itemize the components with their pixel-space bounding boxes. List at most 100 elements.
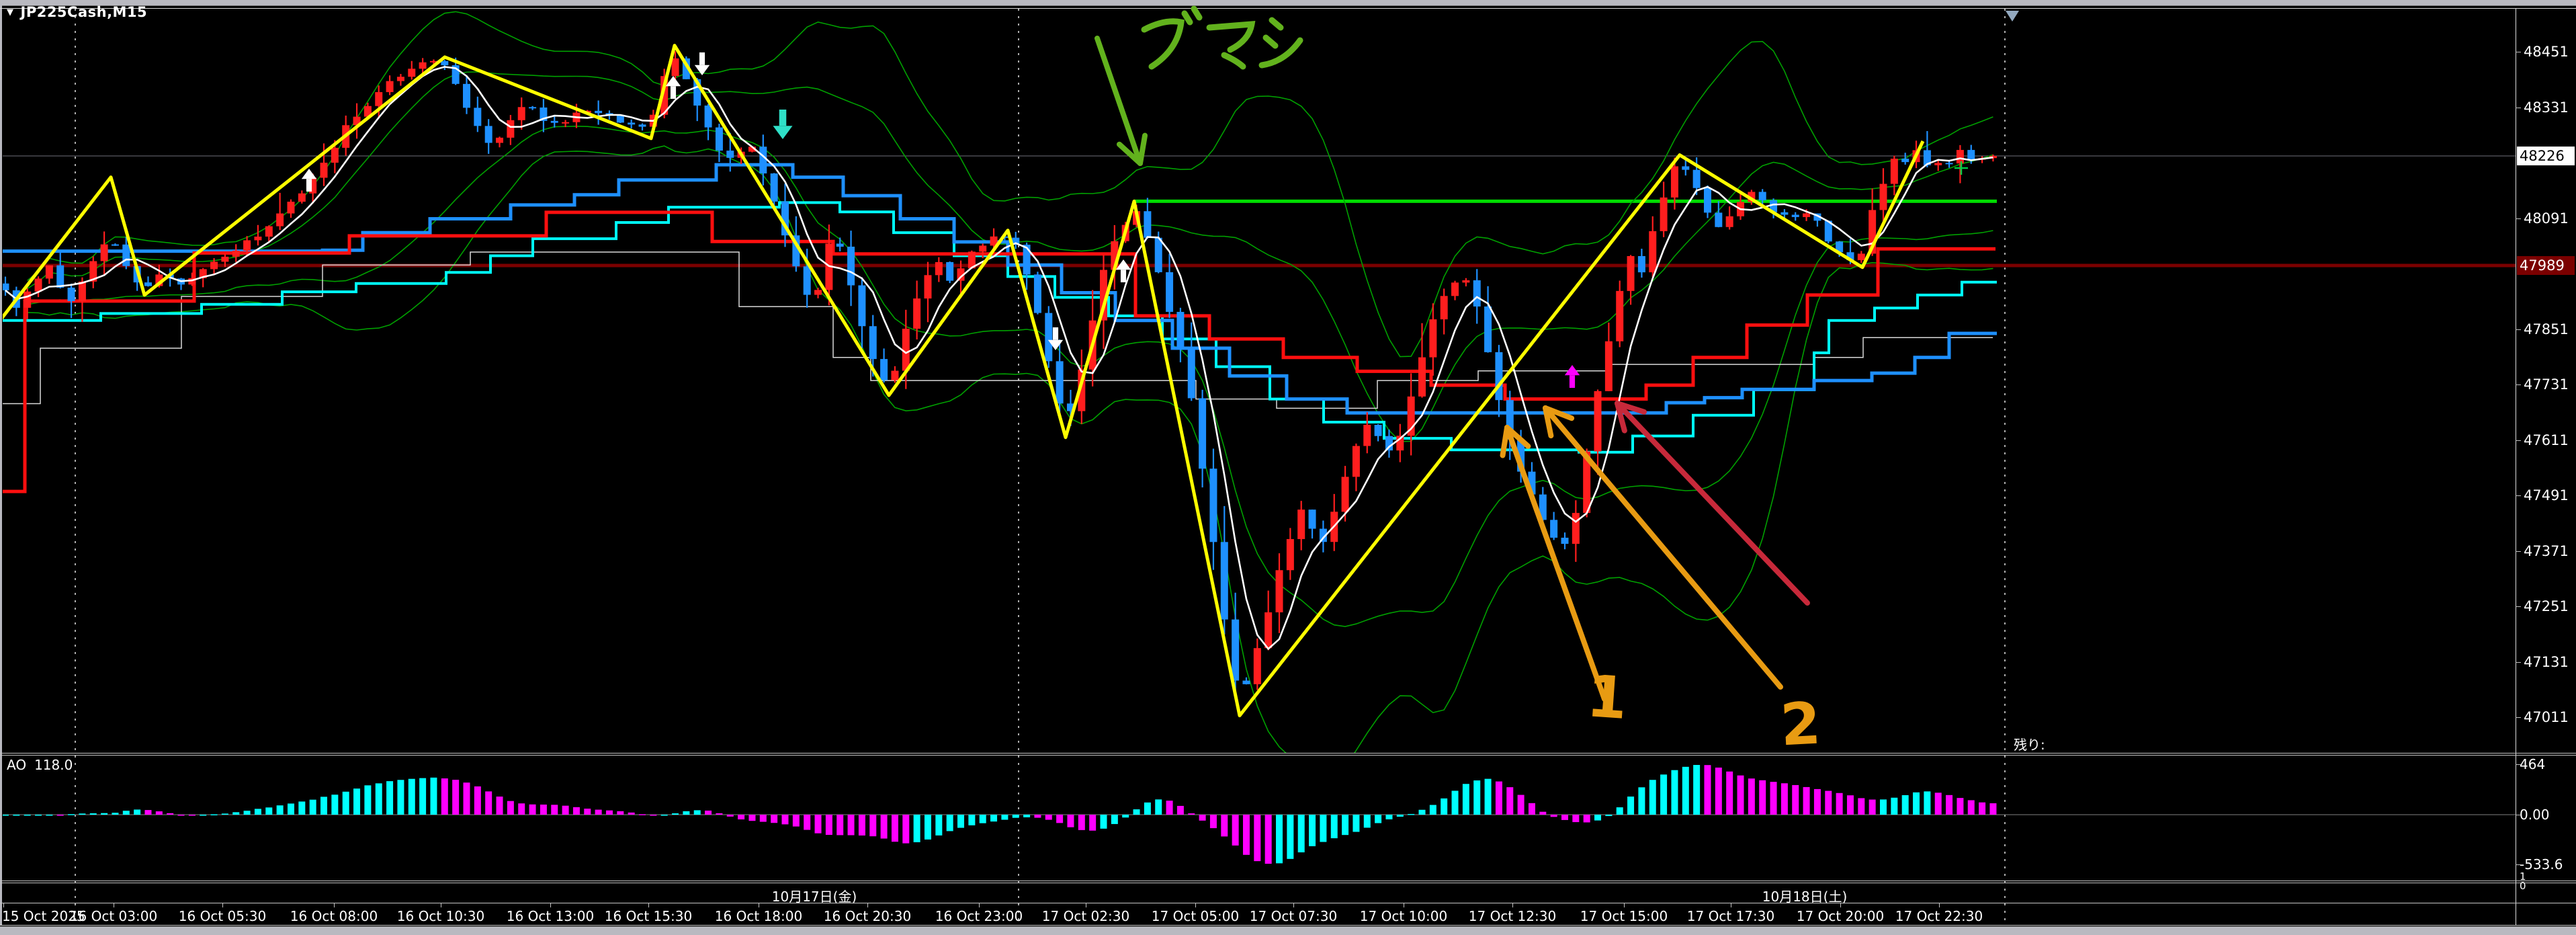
- time-axis-tick: [1512, 903, 1513, 907]
- time-axis-tick: [648, 903, 649, 907]
- ao-bar: [452, 780, 460, 815]
- candle-body: [1703, 188, 1711, 213]
- ao-bar: [1901, 795, 1909, 815]
- candle-body: [111, 244, 119, 246]
- ao-bar: [1188, 813, 1195, 815]
- price-axis-tick: [2516, 495, 2521, 497]
- candle-body: [429, 60, 437, 63]
- candle-body: [441, 60, 449, 66]
- ao-bar: [419, 778, 427, 815]
- damashi-handwriting: [1141, 5, 1303, 70]
- ao-bar: [1715, 767, 1722, 815]
- candle-body: [1374, 425, 1382, 436]
- price-axis-label: 47851: [2524, 321, 2569, 337]
- candle-body: [375, 92, 383, 106]
- candle-body: [891, 370, 899, 380]
- time-axis-label: 16 Oct 18:00: [714, 908, 803, 924]
- ao-bar: [990, 815, 998, 822]
- ao-bar: [134, 809, 141, 815]
- time-axis-label: 17 Oct 12:30: [1468, 908, 1557, 924]
- candle-body: [1187, 348, 1195, 399]
- candle-body: [1242, 680, 1250, 684]
- ao-bar: [375, 783, 382, 815]
- candles-layer: [3, 51, 1997, 696]
- candle-body: [1637, 255, 1645, 273]
- ao-bar: [1111, 815, 1118, 824]
- time-axis-tick: [1624, 903, 1625, 907]
- ao-pane[interactable]: [0, 765, 2516, 864]
- candle-body: [1275, 570, 1283, 612]
- candle-body: [1901, 159, 1909, 163]
- time-axis-label: 16 Oct 23:00: [935, 908, 1023, 924]
- time-axis-tick: [1840, 903, 1841, 907]
- candle-body: [1111, 241, 1119, 270]
- candle-body: [792, 235, 800, 267]
- ao-bar: [913, 815, 920, 842]
- ao-bar: [1408, 813, 1415, 815]
- candle-body: [858, 285, 866, 327]
- hline-price-badge: 47989: [2517, 255, 2575, 275]
- candle-body: [1780, 212, 1789, 215]
- candle-body: [1506, 400, 1514, 440]
- ao-bar: [35, 815, 42, 816]
- signal-arrow-down-icon: [694, 52, 710, 75]
- candle-body: [1748, 192, 1756, 202]
- ao-bar: [1605, 815, 1613, 817]
- time-axis-tick: [979, 903, 980, 907]
- candle-body: [628, 122, 636, 125]
- price-axis-tick: [2516, 551, 2521, 552]
- step-line-blue: [3, 163, 1997, 415]
- candle-body: [660, 76, 669, 115]
- ao-bar: [1979, 802, 1986, 815]
- ao-bar: [1803, 786, 1810, 815]
- candle-body: [1561, 537, 1569, 544]
- candle-body: [1572, 513, 1580, 544]
- candle-body: [1758, 192, 1766, 201]
- candle-body: [814, 290, 822, 295]
- candle-body: [1308, 510, 1316, 529]
- time-axis-label: 16 Oct 10:30: [396, 908, 485, 924]
- candle-body: [935, 261, 943, 276]
- candle-body: [408, 69, 416, 77]
- candle-body: [1429, 319, 1437, 358]
- price-axis-label: 48451: [2524, 44, 2569, 60]
- ao-bar: [1649, 780, 1656, 815]
- ao-axis-label: -533.6: [2520, 856, 2563, 872]
- ao-bar: [485, 791, 492, 815]
- candle-body: [1023, 244, 1031, 275]
- ao-bar: [1748, 778, 1755, 815]
- ao-bar: [342, 791, 349, 815]
- ao-bar: [880, 815, 888, 839]
- ao-bar: [1089, 815, 1097, 831]
- ao-bar: [1572, 815, 1580, 823]
- ao-bar: [693, 810, 701, 815]
- candle-body: [1836, 241, 1844, 253]
- ao-bar: [1078, 815, 1085, 830]
- ao-bar: [1616, 807, 1623, 815]
- ao-bar: [639, 814, 646, 815]
- chart-shift-marker-icon[interactable]: [2006, 11, 2019, 22]
- time-axis-label: 17 Oct 22:30: [1895, 908, 1983, 924]
- price-axis-tick: [2516, 661, 2521, 663]
- ao-bar: [1034, 815, 1041, 818]
- price-axis-label: 47251: [2524, 598, 2569, 615]
- ao-indicator-value: 118.0: [34, 757, 73, 773]
- remaining-countdown-label: 残り:: [2014, 737, 2045, 753]
- ao-bar: [1155, 799, 1162, 815]
- main-pane[interactable]: [0, 11, 2516, 778]
- price-axis-label: 47371: [2524, 542, 2569, 559]
- candle-body: [671, 58, 679, 77]
- ao-bar: [979, 815, 986, 823]
- main-ao-separator[interactable]: [0, 753, 2576, 754]
- ao-bar: [1846, 795, 1854, 815]
- signal-arrow-up-icon: [1115, 259, 1131, 282]
- candle-body: [1989, 156, 1997, 159]
- candle-body: [1528, 471, 1536, 495]
- symbol-dropdown-icon[interactable]: ▼: [7, 7, 14, 17]
- candle-body: [462, 83, 470, 108]
- ao-bar: [463, 782, 470, 815]
- time-axis-tick: [867, 903, 868, 907]
- ao-bar: [1561, 815, 1568, 820]
- candle-body: [924, 275, 932, 299]
